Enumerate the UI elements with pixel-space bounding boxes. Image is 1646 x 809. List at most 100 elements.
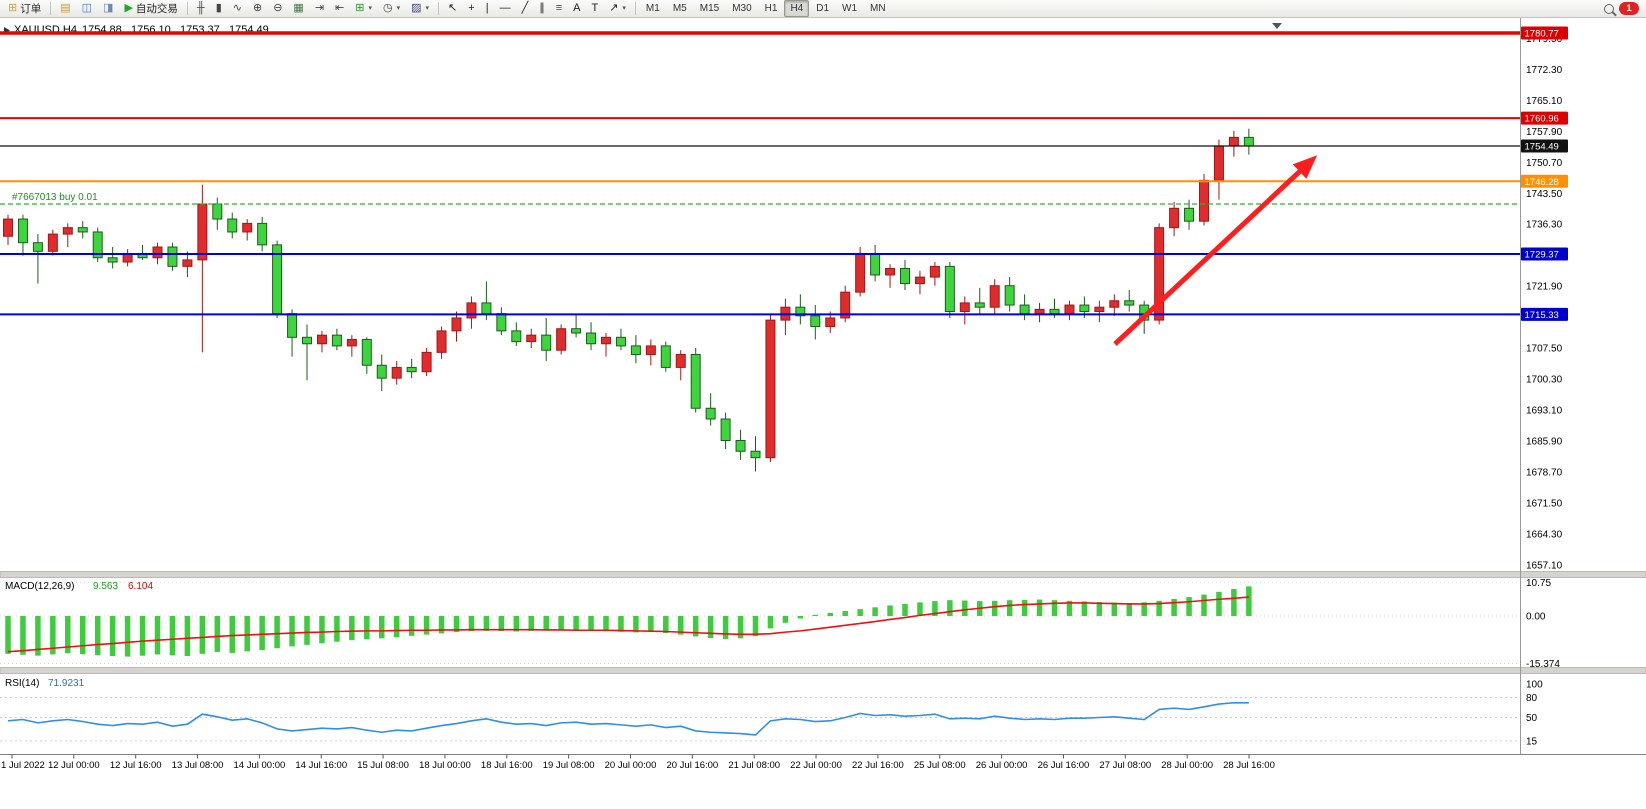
time-axis-label: 26 Jul 00:00 [976,760,1028,771]
line-chart-button[interactable]: ∿ [228,0,247,17]
svg-text:1729.37: 1729.37 [1525,250,1559,261]
candle [3,214,13,245]
candle [92,227,103,263]
timeframe-button-d1[interactable]: D1 [816,2,830,14]
trend-arrow-layer [1113,155,1318,346]
bar-chart-button[interactable]: ╫ [192,0,210,17]
candle [1094,300,1105,323]
trendline-button[interactable]: ╱ [517,0,534,17]
horizontal-line-button[interactable]: — [495,0,516,17]
position-label: #7667013 buy 0.01 [12,192,98,203]
timeframe-button-m5[interactable]: M5 [672,2,687,14]
autotrading-label: 自动交易 [135,2,178,15]
notification-badge[interactable]: 1 [1619,2,1639,15]
candle [959,296,970,325]
channel-button[interactable]: ∥ [534,0,550,17]
macd-scale-label: 10.75 [1526,578,1551,589]
svg-text:1746.28: 1746.28 [1525,177,1559,188]
timeframe-button-m30[interactable]: M30 [732,2,752,14]
bar-chart-icon: ╫ [196,2,205,14]
new-order-icon: ⊞ [8,2,18,14]
vertical-line-icon: | [485,2,489,14]
toolbar-separator [50,2,52,15]
navigator-button[interactable]: ◫ [77,0,97,17]
time-axis[interactable] [0,754,1646,809]
zoom-in-icon: ⊕ [252,2,263,14]
price-badge: 1729.37 [1521,247,1568,261]
candle [615,328,626,351]
timeframe-button-w1[interactable]: W1 [842,2,858,14]
time-axis-label: 19 Jul 08:00 [543,760,595,771]
new-chart-button[interactable]: ⊞ ▾ [350,0,377,17]
zoom-in-button[interactable]: ⊕ [248,0,267,17]
candle [47,229,58,256]
navigator-icon: ◫ [81,2,93,14]
new-order-button[interactable]: ⊞ 订单 [3,0,46,17]
timeframe-button-m1[interactable]: M1 [645,2,660,14]
price-badge: 1715.33 [1521,307,1568,321]
auto-scroll-button[interactable]: ⇥ [310,0,329,17]
time-axis-label: 18 Jul 00:00 [419,760,471,771]
search-icon[interactable] [1604,3,1614,14]
svg-text:1715.33: 1715.33 [1525,310,1559,321]
chart-shift-button[interactable]: ⇤ [330,0,349,17]
cursor-icon: ↖ [448,2,458,14]
candlestick-button[interactable]: ▮ [211,0,227,17]
candle [32,234,43,284]
trend-arrow[interactable] [1113,155,1318,346]
new-chart-icon: ⊞ [355,2,365,14]
candle [765,313,776,463]
candle [257,216,268,252]
autotrading-button[interactable]: ▶ 自动交易 [119,0,182,17]
label-icon: T [591,2,599,14]
macd-header: MACD(12,26,9) 9.563 6.104 [5,581,153,592]
candle [167,242,178,271]
price-axis-label: 1765.10 [1526,96,1563,107]
toolbar: ⊞ 订单 ▤ ◫ ◨ ▶ 自动交易 ╫ ▮ ∿ ⊕ ⊖ ▦ ⇥ ⇤ ⊞ ▾ ◷ ▾ ▨ ▾ ↖ + | — ╱ ∥ ≡ A T… [0,0,1646,18]
text-button[interactable]: A [568,0,585,17]
candle [810,305,821,340]
candle [1169,201,1180,237]
candle [331,328,342,351]
cursor-button[interactable]: ↖ [443,0,462,17]
candle [690,348,701,413]
chevron-down-icon: ▾ [396,4,401,12]
market-watch-button[interactable]: ▤ [55,0,75,17]
rsi-scale-label: 50 [1526,713,1538,724]
rsi-scale-label: 15 [1526,736,1538,747]
label-button[interactable]: T [586,0,603,17]
macd-pane-separator[interactable] [0,571,1646,578]
candle [526,328,537,349]
periods-button[interactable]: ◷ ▾ [378,0,405,17]
candle [107,247,118,269]
candle [900,259,910,291]
candle [705,393,716,426]
timeframe-button-h4[interactable]: H4 [784,0,810,17]
zoom-out-button[interactable]: ⊖ [268,0,287,17]
candle [974,287,985,314]
svg-text:1780.77: 1780.77 [1525,28,1559,39]
templates-button[interactable]: ▨ ▾ [406,0,434,17]
candle [601,333,611,357]
vertical-line-button[interactable]: | [481,0,494,17]
timeframe-button-h1[interactable]: H1 [764,2,778,14]
candle [346,335,357,357]
timeframe-button-mn[interactable]: MN [870,2,886,14]
price-badge: 1780.77 [1521,26,1568,40]
chart-shift-icon: ⇤ [335,2,345,14]
trendline-icon: ╱ [521,2,529,14]
fibonacci-button[interactable]: ≡ [551,0,567,17]
chart-area[interactable] [0,18,1520,754]
crosshair-button[interactable]: + [463,0,479,17]
arrows-button[interactable]: ↗ ▾ [604,0,631,17]
candle [62,223,73,248]
price-badge: 1746.28 [1521,174,1568,188]
candle [645,339,656,366]
timeframe-button-m15[interactable]: M15 [699,2,720,14]
tile-windows-button[interactable]: ▦ [288,0,308,17]
chevron-down-icon: ▾ [622,4,626,12]
rsi-pane-separator[interactable] [0,667,1646,674]
candle [272,240,283,318]
terminal-button[interactable]: ◨ [98,0,118,17]
